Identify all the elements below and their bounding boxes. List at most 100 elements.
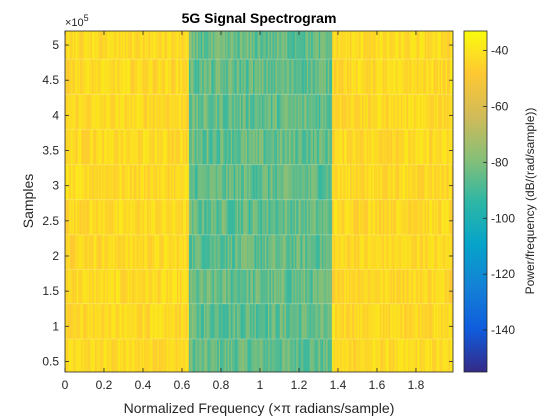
heatmap-cell bbox=[405, 59, 408, 95]
heatmap-cell bbox=[223, 94, 226, 130]
heatmap-cell bbox=[356, 199, 358, 235]
heatmap-cell bbox=[173, 303, 176, 339]
heatmap-cell bbox=[115, 31, 118, 60]
heatmap-cell bbox=[206, 269, 209, 304]
heatmap-cell bbox=[291, 94, 294, 130]
heatmap-cell bbox=[402, 164, 405, 200]
heatmap-cell bbox=[290, 94, 293, 130]
heatmap-cell bbox=[394, 269, 397, 304]
heatmap-cell bbox=[130, 199, 133, 235]
heatmap-cell bbox=[224, 31, 227, 60]
heatmap-cell bbox=[397, 269, 400, 304]
heatmap-cell bbox=[209, 199, 212, 235]
heatmap-cell bbox=[254, 338, 257, 372]
heatmap-cell bbox=[73, 164, 76, 200]
heatmap-cell bbox=[166, 199, 169, 235]
heatmap-cell bbox=[300, 234, 303, 270]
heatmap-cell bbox=[261, 303, 264, 339]
heatmap-cell bbox=[162, 338, 164, 372]
heatmap-cell bbox=[135, 269, 138, 304]
heatmap-cell bbox=[311, 129, 314, 165]
heatmap-cell bbox=[309, 164, 312, 200]
heatmap-cell bbox=[257, 303, 260, 339]
heatmap-cell bbox=[372, 338, 375, 372]
heatmap-cell bbox=[330, 164, 333, 200]
heatmap-cell bbox=[114, 234, 117, 270]
heatmap-cell bbox=[353, 59, 355, 95]
heatmap-cell bbox=[233, 303, 236, 339]
heatmap-cell bbox=[139, 269, 142, 304]
heatmap-cell bbox=[391, 59, 394, 95]
heatmap-cell bbox=[332, 164, 335, 200]
heatmap-cell bbox=[247, 94, 249, 130]
heatmap-cell bbox=[432, 338, 434, 372]
heatmap-cell bbox=[84, 59, 87, 95]
heatmap-cell bbox=[151, 94, 154, 130]
heatmap-cell bbox=[397, 59, 400, 95]
heatmap-cell bbox=[375, 31, 378, 60]
heatmap-cell bbox=[145, 338, 148, 372]
heatmap-cell bbox=[445, 129, 448, 165]
heatmap-cell bbox=[135, 31, 138, 60]
heatmap-cell bbox=[232, 303, 235, 339]
heatmap-cell bbox=[117, 234, 120, 270]
heatmap-cell bbox=[299, 31, 302, 60]
heatmap-cell bbox=[203, 269, 206, 304]
heatmap-cell bbox=[438, 199, 440, 235]
heatmap-cell bbox=[400, 31, 403, 60]
heatmap-cell bbox=[336, 338, 339, 372]
heatmap-cell bbox=[99, 338, 102, 372]
heatmap-cell bbox=[350, 338, 352, 372]
heatmap-cell bbox=[315, 199, 318, 235]
heatmap-cell bbox=[191, 129, 194, 165]
heatmap-cell bbox=[230, 338, 233, 372]
heatmap-cell bbox=[226, 303, 229, 339]
heatmap-cell bbox=[396, 234, 399, 270]
heatmap-cell bbox=[264, 303, 267, 339]
heatmap-cell bbox=[159, 338, 161, 372]
heatmap-cell bbox=[123, 234, 126, 270]
heatmap-cell bbox=[423, 59, 426, 95]
heatmap-cell bbox=[182, 129, 185, 165]
heatmap-cell bbox=[408, 338, 411, 372]
heatmap-cell bbox=[209, 94, 212, 130]
heatmap-cell bbox=[381, 31, 384, 60]
heatmap-cell bbox=[367, 303, 370, 339]
heatmap-cell bbox=[82, 303, 85, 339]
heatmap-cell bbox=[87, 338, 90, 372]
heatmap-cell bbox=[114, 164, 117, 200]
heatmap-cell bbox=[306, 303, 309, 339]
heatmap-cell bbox=[329, 164, 332, 200]
heatmap-cell bbox=[229, 59, 232, 95]
heatmap-cell bbox=[418, 129, 421, 165]
heatmap-cell bbox=[85, 129, 88, 165]
heatmap-cell bbox=[344, 31, 346, 60]
heatmap-cell bbox=[230, 303, 233, 339]
heatmap-cell bbox=[73, 129, 76, 165]
heatmap-cell bbox=[296, 199, 299, 235]
heatmap-cell bbox=[293, 94, 296, 130]
heatmap-cell bbox=[185, 59, 188, 95]
heatmap-cell bbox=[366, 129, 369, 165]
heatmap-cell bbox=[411, 199, 414, 235]
heatmap-cell bbox=[148, 94, 151, 130]
heatmap-cell bbox=[396, 59, 399, 95]
heatmap-cell bbox=[208, 129, 211, 165]
heatmap-cell bbox=[211, 199, 214, 235]
heatmap-cell bbox=[217, 234, 220, 270]
heatmap-cell bbox=[82, 199, 85, 235]
heatmap-cell bbox=[294, 59, 297, 95]
heatmap-cell bbox=[191, 234, 194, 270]
heatmap-cell bbox=[82, 269, 85, 304]
heatmap-cell bbox=[414, 338, 417, 372]
heatmap-cell bbox=[224, 164, 227, 200]
heatmap-cell bbox=[117, 303, 120, 339]
heatmap-cell bbox=[194, 59, 197, 95]
heatmap-cell bbox=[154, 59, 157, 95]
heatmap-cell bbox=[164, 199, 167, 235]
heatmap-cell bbox=[318, 164, 321, 200]
heatmap-cell bbox=[415, 269, 418, 304]
heatmap-cell bbox=[75, 94, 78, 130]
heatmap-cell bbox=[235, 269, 238, 304]
heatmap-cell bbox=[276, 234, 279, 270]
